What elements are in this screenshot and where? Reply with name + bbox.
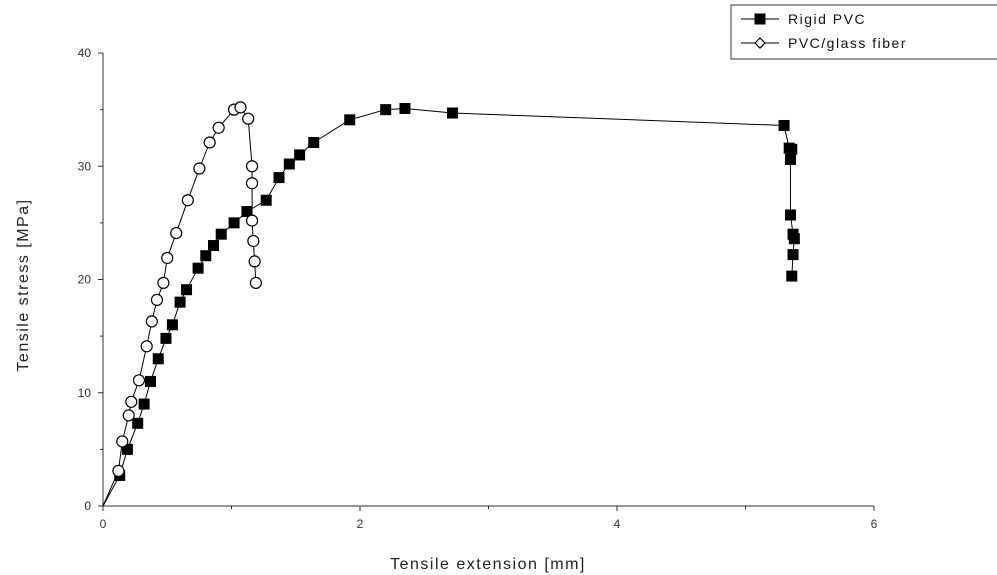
y-tick-label: 0 (84, 499, 91, 513)
data-point (399, 102, 411, 114)
y-axis-label: Tensile stress [MPa] (15, 198, 32, 371)
x-tick-label: 4 (614, 517, 621, 531)
data-point (112, 464, 125, 477)
data-point (145, 315, 158, 328)
legend-box (730, 4, 997, 60)
x-axis-label: Tensile extension [mm] (390, 556, 586, 573)
data-point (787, 249, 799, 261)
legend: Rigid PVC PVC/glass fiber (730, 4, 997, 60)
axis-ticks: 0 2 4 6 0 10 20 30 40 (78, 46, 878, 531)
data-point (157, 276, 170, 289)
data-point (283, 158, 295, 170)
legend-marker (754, 37, 766, 49)
data-point (203, 136, 216, 149)
legend-label: PVC/glass fiber (788, 35, 907, 51)
legend-label: Rigid PVC (788, 11, 866, 27)
data-point (150, 293, 164, 306)
legend-marker (754, 13, 766, 25)
data-point (192, 262, 204, 274)
data-point (260, 194, 272, 206)
data-point (242, 112, 255, 125)
data-point (161, 251, 174, 265)
data-point (784, 153, 796, 165)
data-point (248, 255, 261, 268)
series-rigid-pvc (102, 102, 800, 507)
y-tick-label: 10 (78, 386, 92, 400)
y-tick-label: 30 (78, 159, 92, 173)
legend-entry: Rigid PVC (741, 11, 866, 27)
data-point (294, 149, 306, 161)
data-point (308, 136, 320, 148)
data-point (245, 214, 259, 227)
x-tick-label: 0 (100, 517, 107, 531)
data-point (138, 398, 150, 410)
data-point (228, 217, 240, 229)
data-point (245, 177, 259, 190)
data-point (273, 172, 285, 184)
data-point (181, 194, 194, 207)
data-point (132, 374, 146, 387)
data-point (447, 107, 459, 119)
x-tick-label: 6 (871, 517, 878, 531)
x-tick-label: 2 (357, 517, 364, 531)
data-point (212, 121, 225, 134)
data-point (784, 209, 796, 221)
data-point (181, 284, 193, 296)
data-point (344, 114, 356, 126)
y-tick-label: 20 (78, 273, 92, 287)
data-point (152, 353, 164, 365)
data-point (786, 270, 798, 282)
data-point (778, 119, 790, 131)
legend-entry: PVC/glass fiber (741, 35, 907, 51)
series-line (102, 107, 795, 507)
data-point (174, 296, 186, 308)
data-point (200, 250, 212, 262)
data-point (249, 276, 263, 289)
y-tick-label: 40 (78, 46, 92, 60)
data-point (247, 234, 260, 248)
data-point (241, 206, 253, 218)
data-point (121, 443, 133, 455)
data-point (380, 104, 392, 116)
data-point (140, 340, 153, 353)
data-point (125, 395, 138, 408)
data-point (788, 233, 800, 245)
axes (102, 53, 874, 507)
data-point (193, 162, 206, 175)
data-point (245, 160, 259, 173)
data-point (145, 375, 157, 387)
data-point (116, 435, 129, 448)
data-point (234, 101, 247, 114)
series-pvc-glass-fiber (102, 101, 263, 507)
data-point (132, 417, 144, 429)
data-point (170, 226, 183, 240)
data-point (166, 319, 178, 331)
data-point (786, 143, 798, 155)
data-point (208, 240, 220, 252)
data-point (160, 332, 172, 344)
data-point (122, 409, 135, 422)
data-series (102, 101, 800, 507)
data-point (215, 228, 227, 240)
